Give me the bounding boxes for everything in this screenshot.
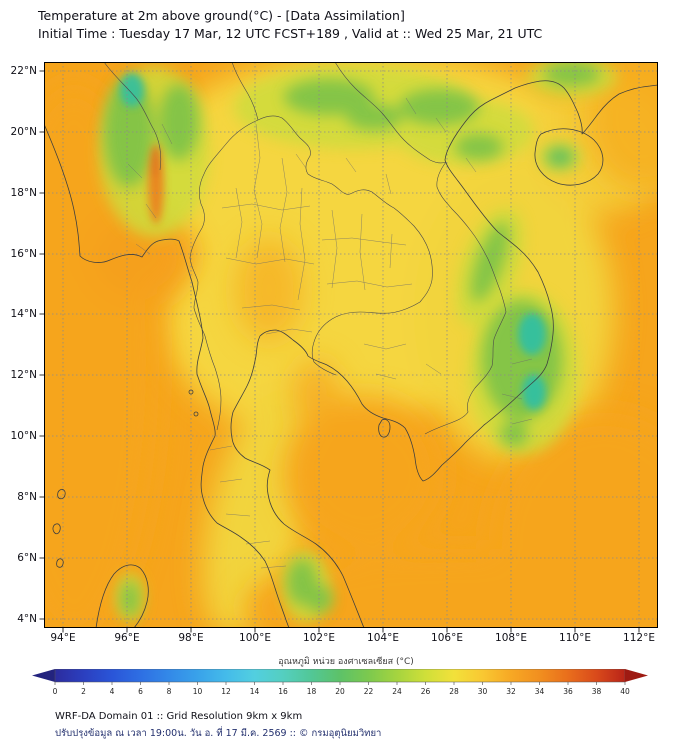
map-plot-area — [39, 62, 658, 633]
y-tick-label: 6°N — [17, 551, 37, 564]
colorbar-tick: 38 — [592, 687, 602, 696]
temperature-map — [39, 62, 658, 633]
x-tick-label: 102°E — [303, 632, 335, 644]
map-title: Temperature at 2m above ground(°C) - [Da… — [38, 8, 405, 23]
y-tick-label: 22°N — [10, 65, 37, 78]
colorbar-tick: 32 — [506, 687, 516, 696]
x-tick-label: 108°E — [495, 632, 527, 644]
x-tick-label: 106°E — [431, 632, 463, 644]
colorbar-left-arrow-icon — [32, 669, 55, 682]
colorbar-tick: 12 — [221, 687, 231, 696]
colorbar-tick: 4 — [110, 687, 115, 696]
y-tick-label: 4°N — [17, 612, 37, 625]
colorbar-tick: 16 — [278, 687, 288, 696]
colorbar-tick: 6 — [138, 687, 143, 696]
colorbar-tick: 2 — [81, 687, 86, 696]
colorbar-tick: 20 — [335, 687, 345, 696]
temperature-field — [44, 62, 658, 628]
colorbar-title: อุณหภูมิ หน่วย องศาเซลเซียส (°C) — [278, 657, 414, 667]
x-tick-label: 98°E — [178, 632, 204, 644]
y-tick-label: 14°N — [10, 308, 37, 321]
y-tick-label: 20°N — [10, 125, 37, 138]
map-frame — [44, 62, 658, 628]
colorbar-gradient — [54, 669, 626, 683]
province-borders — [127, 97, 533, 569]
colorbar-tick: 0 — [53, 687, 58, 696]
colorbar-tick: 26 — [421, 687, 431, 696]
colorbar-tick: 36 — [563, 687, 573, 696]
colorbar-right-arrow-icon — [625, 669, 648, 682]
y-tick-label: 8°N — [17, 491, 37, 504]
y-axis-labels: 22°N 20°N 18°N 16°N 14°N 12°N 10°N 8°N 6°N 4°N — [0, 41, 41, 650]
x-tick-label: 112°E — [623, 632, 655, 644]
country-borders — [103, 62, 507, 435]
x-tick-label: 110°E — [559, 632, 591, 644]
colorbar-tick: 24 — [392, 687, 402, 696]
x-tick-label: 96°E — [114, 632, 140, 644]
colorbar-tick: 8 — [167, 687, 172, 696]
y-tick-label: 18°N — [10, 186, 37, 199]
y-tick-label: 12°N — [10, 369, 37, 382]
axis-tick-marks — [39, 70, 640, 633]
x-tick-label: 94°E — [50, 632, 76, 644]
colorbar-tick: 34 — [535, 687, 545, 696]
x-tick-label: 100°E — [239, 632, 271, 644]
colorbar-tick-labels: 0 2 4 6 8 10 12 14 16 18 20 22 24 26 28 … — [53, 687, 630, 696]
map-subtitle: Initial Time : Tuesday 17 Mar, 12 UTC FC… — [38, 26, 543, 41]
colorbar: 0 2 4 6 8 10 12 14 16 18 20 22 24 26 28 … — [32, 669, 648, 696]
colorbar-tick: 28 — [449, 687, 459, 696]
colorbar-tick: 14 — [250, 687, 260, 696]
y-tick-label: 16°N — [10, 247, 37, 260]
y-tick-label: 10°N — [10, 430, 37, 443]
footer-domain-info: WRF-DA Domain 01 :: Grid Resolution 9km … — [55, 711, 303, 722]
colorbar-tick: 22 — [364, 687, 374, 696]
coastline — [44, 80, 658, 628]
colorbar-tick: 40 — [620, 687, 630, 696]
colorbar-tick: 30 — [478, 687, 488, 696]
footer-update-info: ปรับปรุงข้อมูล ณ เวลา 19:00น. วัน อ. ที่… — [55, 728, 382, 739]
figure-header: Temperature at 2m above ground(°C) - [Da… — [38, 7, 542, 43]
colorbar-tick-marks — [54, 682, 626, 685]
x-axis-labels: 94°E 96°E 98°E 100°E 102°E 104°E 106°E 108°E 110… — [31, 632, 671, 644]
colorbar-tick: 10 — [193, 687, 203, 696]
colorbar-tick: 18 — [307, 687, 317, 696]
x-tick-label: 104°E — [367, 632, 399, 644]
